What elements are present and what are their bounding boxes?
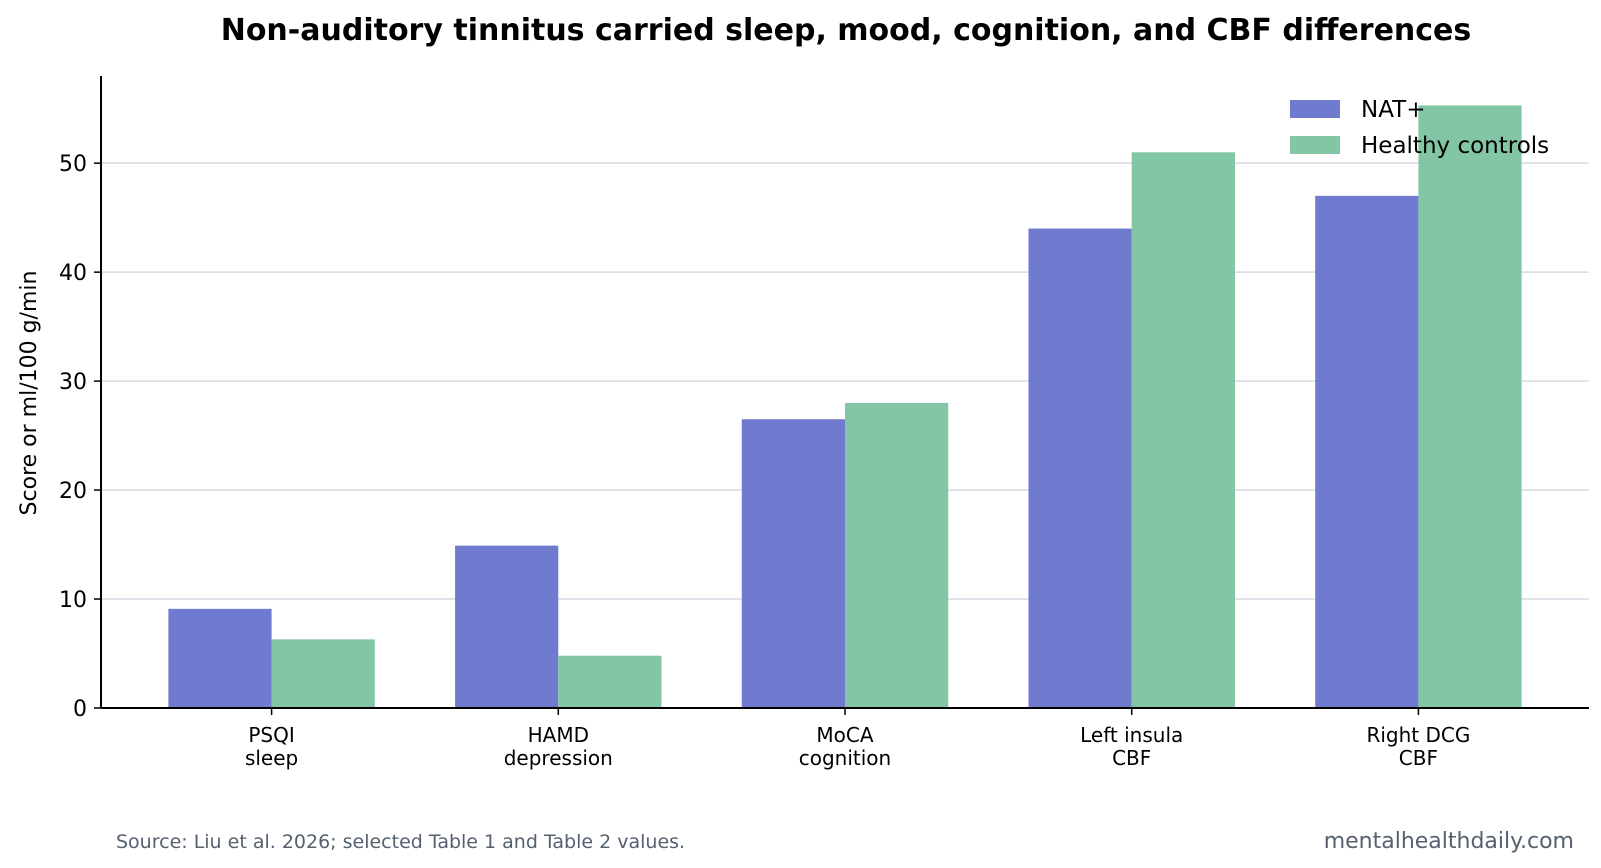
x-tick-label: MoCA cognition xyxy=(799,723,891,770)
x-tick-label: Left insula CBF xyxy=(1080,723,1183,770)
legend-swatch xyxy=(1290,136,1340,154)
legend-label: NAT+ xyxy=(1361,97,1425,123)
legend-swatch xyxy=(1290,100,1340,118)
bar-nat xyxy=(741,419,845,708)
x-tick-labels: PSQI sleep HAMD depression MoCA cognition Left… xyxy=(245,708,1470,770)
bar-controls xyxy=(1131,152,1235,708)
site-credit: mentalhealthdaily.com xyxy=(1324,829,1574,854)
bar-controls xyxy=(1418,105,1522,708)
source-note: Source: Liu et al. 2026; selected Table … xyxy=(116,831,685,853)
bar-nat xyxy=(1315,195,1419,709)
legend: NAT+ Healthy controls xyxy=(1290,97,1549,159)
y-tick-label: 0 xyxy=(73,697,87,722)
x-tick-label: PSQI sleep xyxy=(245,723,298,770)
bar-controls xyxy=(845,402,949,708)
x-tick-label: Right DCG CBF xyxy=(1366,723,1470,770)
y-tick-labels: 0 10 20 30 40 50 xyxy=(59,152,101,722)
y-axis-label: Score or ml/100 g/min xyxy=(17,271,42,516)
y-tick-label: 30 xyxy=(59,370,87,395)
bar-nat xyxy=(1028,228,1132,708)
bar-nat xyxy=(168,608,272,708)
y-tick-label: 10 xyxy=(59,588,87,613)
bar-controls xyxy=(558,655,662,708)
bar-nat xyxy=(455,545,559,708)
bars xyxy=(168,105,1522,709)
x-tick-label: HAMD depression xyxy=(504,723,613,770)
y-tick-label: 40 xyxy=(59,261,87,286)
bar-controls xyxy=(271,639,375,708)
y-tick-label: 20 xyxy=(59,479,87,504)
legend-label: Healthy controls xyxy=(1361,133,1549,159)
y-tick-label: 50 xyxy=(59,152,87,177)
chart-title: Non-auditory tinnitus carried sleep, moo… xyxy=(221,13,1472,48)
